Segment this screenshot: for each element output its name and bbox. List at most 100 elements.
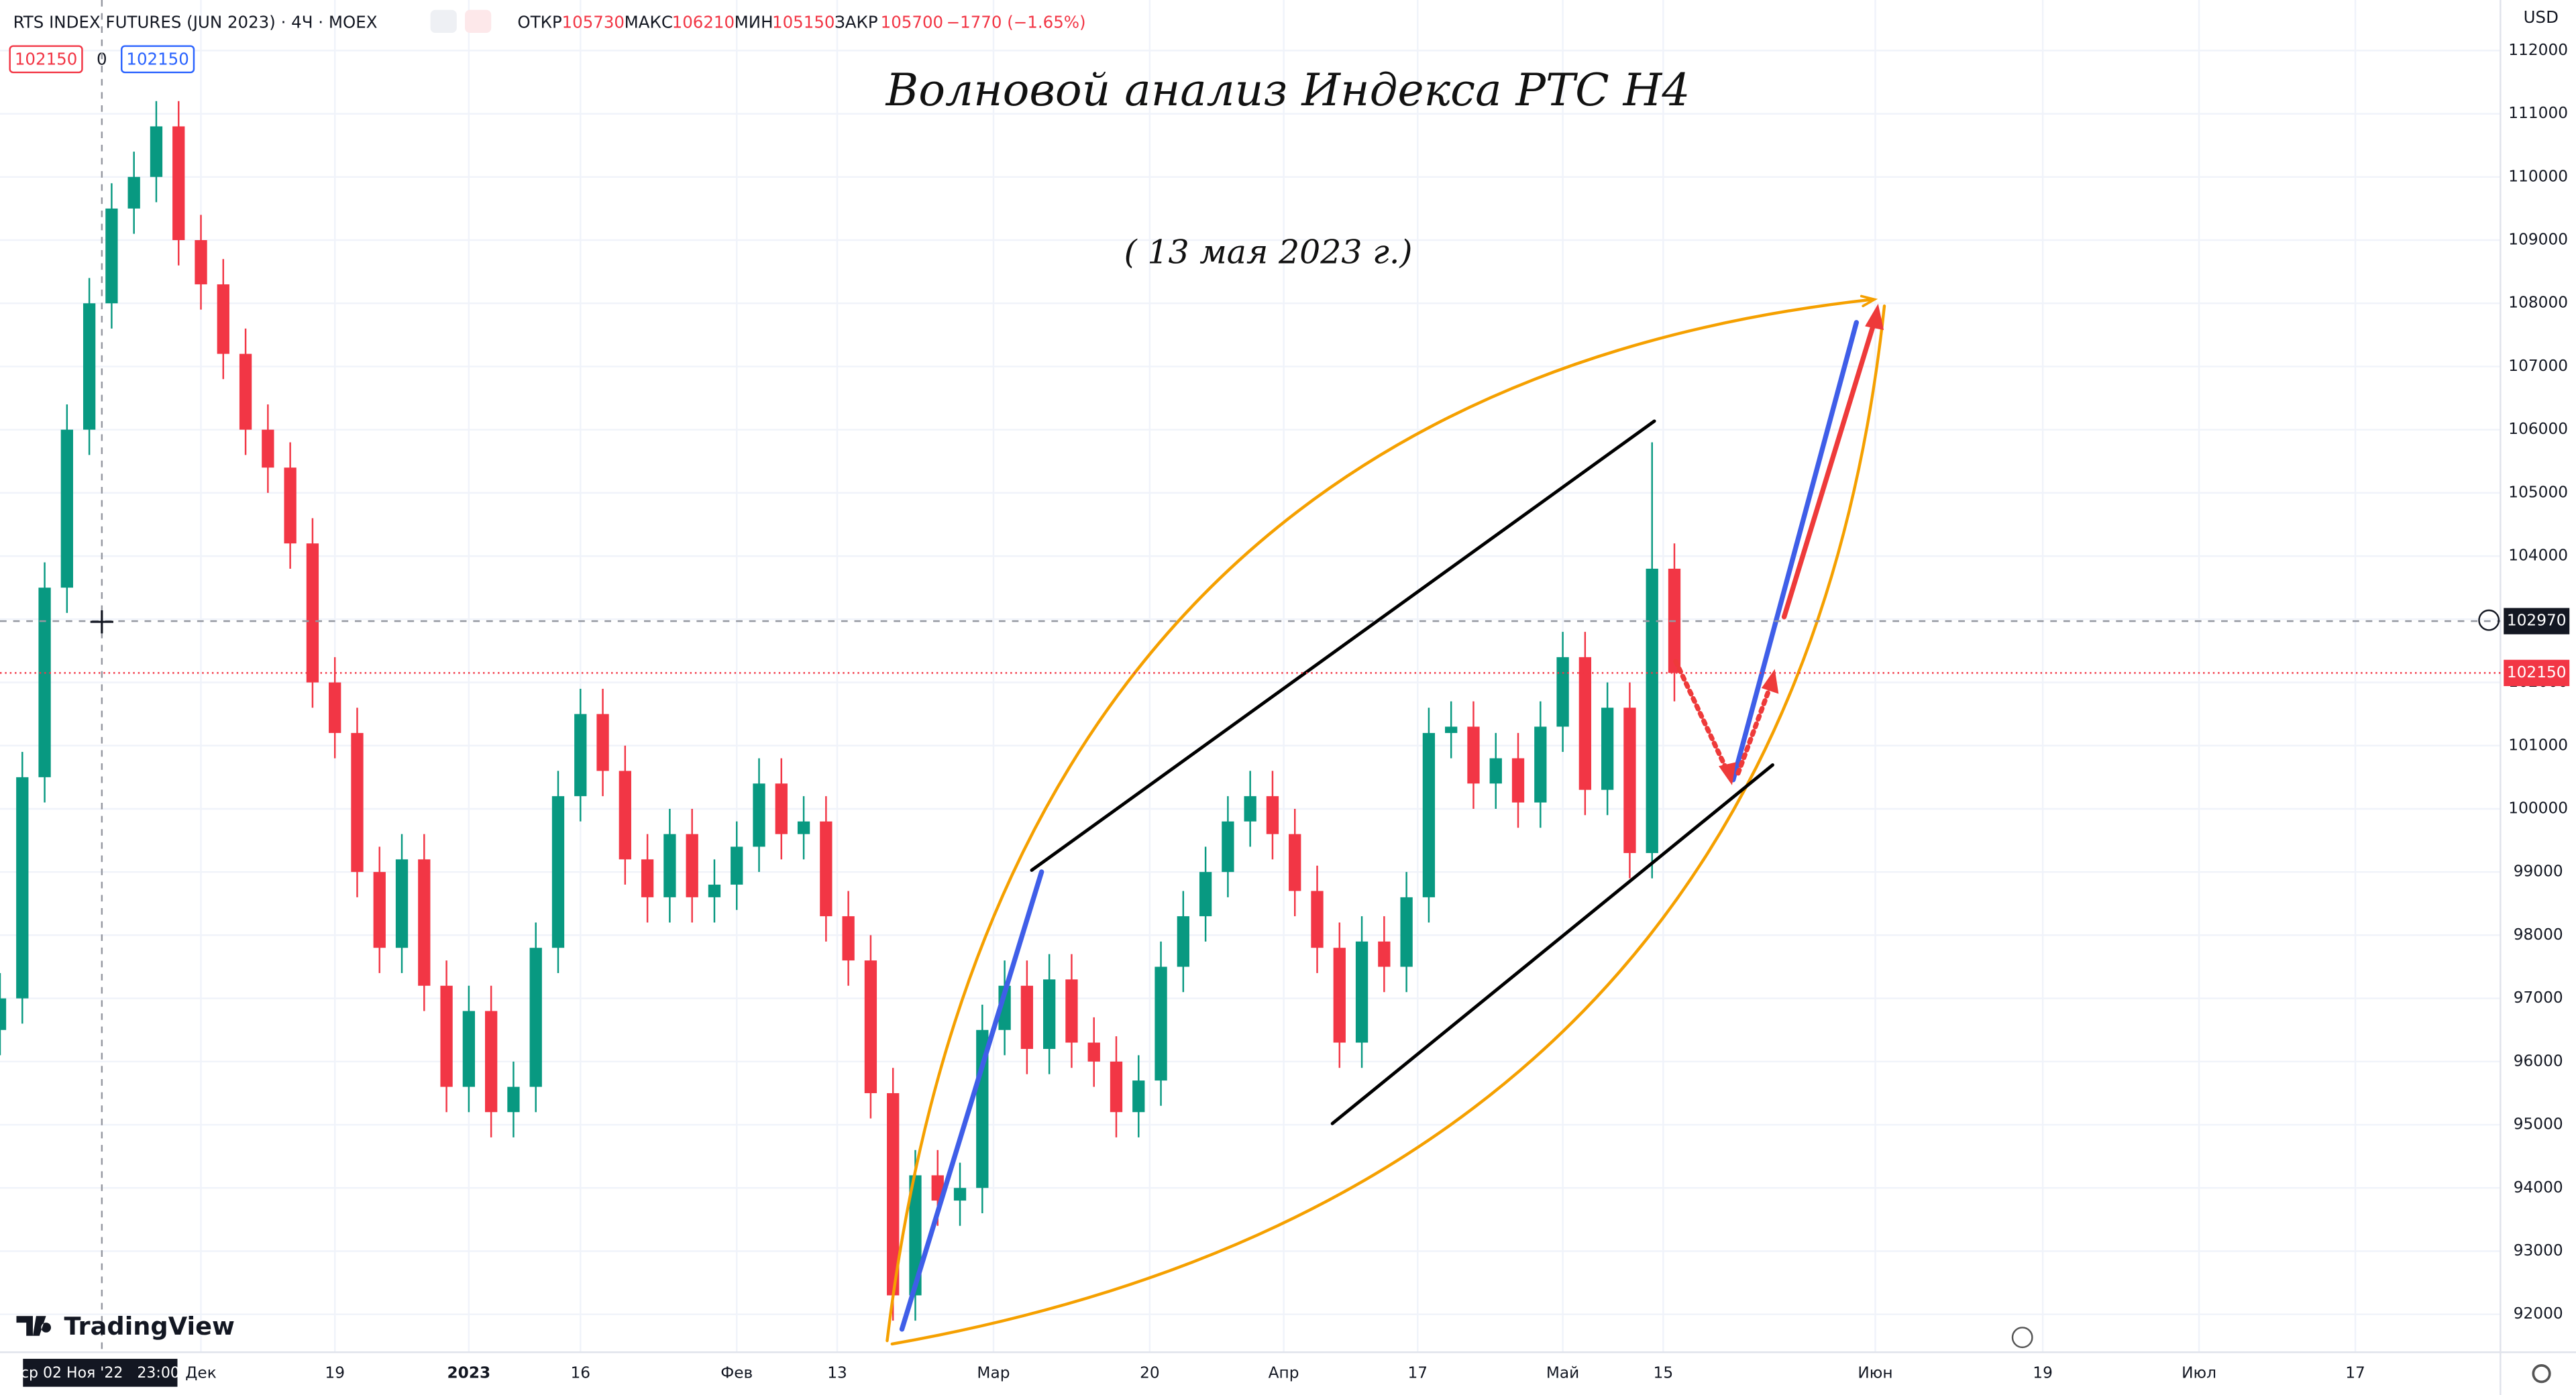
y-tick-label: 108000	[2508, 294, 2568, 312]
candle-body	[1110, 1061, 1123, 1113]
y-tick-label: 111000	[2508, 104, 2568, 122]
x-tick-label: 15	[1654, 1364, 1674, 1382]
settings-icon[interactable]	[2532, 1364, 2551, 1384]
candle-body	[1489, 758, 1502, 784]
candle-body	[306, 543, 319, 683]
chart-title: Волновой анализ Индекса РТС H4	[885, 64, 1690, 116]
candle-body	[686, 834, 698, 897]
y-tick-label: 95000	[2514, 1115, 2563, 1133]
candle-body	[775, 783, 788, 834]
candle-body	[150, 126, 163, 177]
upper-arc	[885, 298, 1875, 1343]
candle-body	[753, 783, 765, 847]
icon	[430, 9, 457, 34]
y-tick-label: 98000	[2514, 926, 2563, 944]
candle-body	[820, 821, 833, 917]
y-tick-label: 104000	[2508, 547, 2568, 565]
candle-body	[1065, 979, 1078, 1043]
candle-body	[1132, 1080, 1145, 1113]
candle-body	[284, 467, 297, 544]
label: МАКС	[625, 12, 673, 32]
channel-top	[1030, 419, 1656, 872]
candle-body	[83, 303, 96, 430]
candle-body	[1087, 1042, 1100, 1062]
icon	[465, 9, 492, 34]
candle-body	[1601, 708, 1614, 790]
candle-body	[1333, 948, 1346, 1043]
candle-body	[329, 682, 341, 733]
grid	[0, 0, 2501, 1353]
y-tick-label: 99000	[2514, 862, 2563, 881]
currency[interactable]: USD	[2524, 7, 2559, 27]
candle-body	[485, 1011, 498, 1113]
x-tick-label: Фев	[720, 1364, 753, 1382]
candle-body	[1043, 979, 1056, 1049]
crosshair-price-box	[2504, 608, 2570, 634]
candle-body	[1244, 796, 1256, 822]
y-tick-label: 94000	[2514, 1178, 2563, 1196]
x-tick-label: Мар	[977, 1364, 1010, 1382]
arrowhead	[1865, 303, 1884, 331]
candle-body	[1534, 726, 1547, 803]
bid: 102150	[15, 50, 77, 69]
candle-body	[239, 353, 252, 430]
candle-body	[663, 834, 676, 897]
last-price: 102150	[2507, 663, 2567, 681]
candle-body	[60, 429, 73, 588]
x-tick-label: Дек	[185, 1364, 217, 1382]
plus-icon[interactable]	[2478, 609, 2500, 631]
candle-body	[1355, 941, 1368, 1043]
x-tick-label: 17	[2345, 1364, 2365, 1382]
y-tick-label: 109000	[2508, 231, 2568, 249]
arrowhead	[1761, 669, 1779, 694]
candle-body	[1422, 732, 1436, 897]
y-tick-label: 93000	[2514, 1241, 2563, 1260]
y-tick-label: 100000	[2508, 799, 2568, 817]
x-tick-label: 17	[1407, 1364, 1428, 1382]
candle-body	[864, 960, 877, 1093]
candle-body	[1289, 834, 1301, 891]
candle-body	[38, 588, 51, 777]
bid-box[interactable]	[9, 45, 83, 74]
candle-body	[507, 1086, 520, 1113]
candle-body	[105, 208, 118, 304]
candle-body	[395, 859, 409, 948]
candle-body	[1378, 941, 1391, 967]
candle-body	[127, 176, 140, 209]
candle-body	[0, 998, 7, 1030]
candle-body	[373, 872, 386, 948]
x-tick-label: Апр	[1269, 1364, 1299, 1382]
candle-body	[731, 846, 743, 885]
y-tick-label: 92000	[2514, 1304, 2563, 1323]
wave-line	[899, 869, 1044, 1332]
y-tick-label: 101000	[2508, 736, 2568, 754]
axes: 92000 93000 94000 95000 96000 97000 98000 99000…	[0, 41, 2570, 1382]
candle-body	[1646, 568, 1658, 853]
arc-arrow	[1860, 294, 1878, 308]
change: −1770 (−1.65%)	[947, 12, 1086, 32]
chart-subtitle: ( 13 мая 2023 г.)	[1124, 233, 1413, 272]
brand: TradingView	[64, 1312, 235, 1341]
candle-body	[172, 126, 185, 241]
forecast-line	[1781, 313, 1879, 620]
forecast-dotted	[1673, 659, 1731, 776]
replay-icon[interactable]	[2011, 1327, 2033, 1349]
logo	[16, 1316, 52, 1336]
candle-body	[797, 821, 810, 834]
candle-body	[1578, 657, 1592, 790]
y-tick-label: 112000	[2508, 41, 2568, 59]
ask: 102150	[126, 50, 189, 69]
candle-body	[1266, 796, 1279, 834]
drawings	[885, 294, 1886, 1346]
crosshair-price: 102970	[2507, 612, 2567, 630]
candle-body	[596, 714, 609, 771]
value: 105730	[562, 12, 625, 32]
candle-body	[909, 1175, 922, 1296]
candle-body	[1467, 726, 1480, 784]
x-tick-label: Май	[1546, 1364, 1579, 1382]
candle-body	[953, 1188, 967, 1201]
ask-box[interactable]	[121, 45, 195, 74]
x-tick-label: Июл	[2182, 1364, 2216, 1382]
candle-body	[1400, 897, 1413, 967]
